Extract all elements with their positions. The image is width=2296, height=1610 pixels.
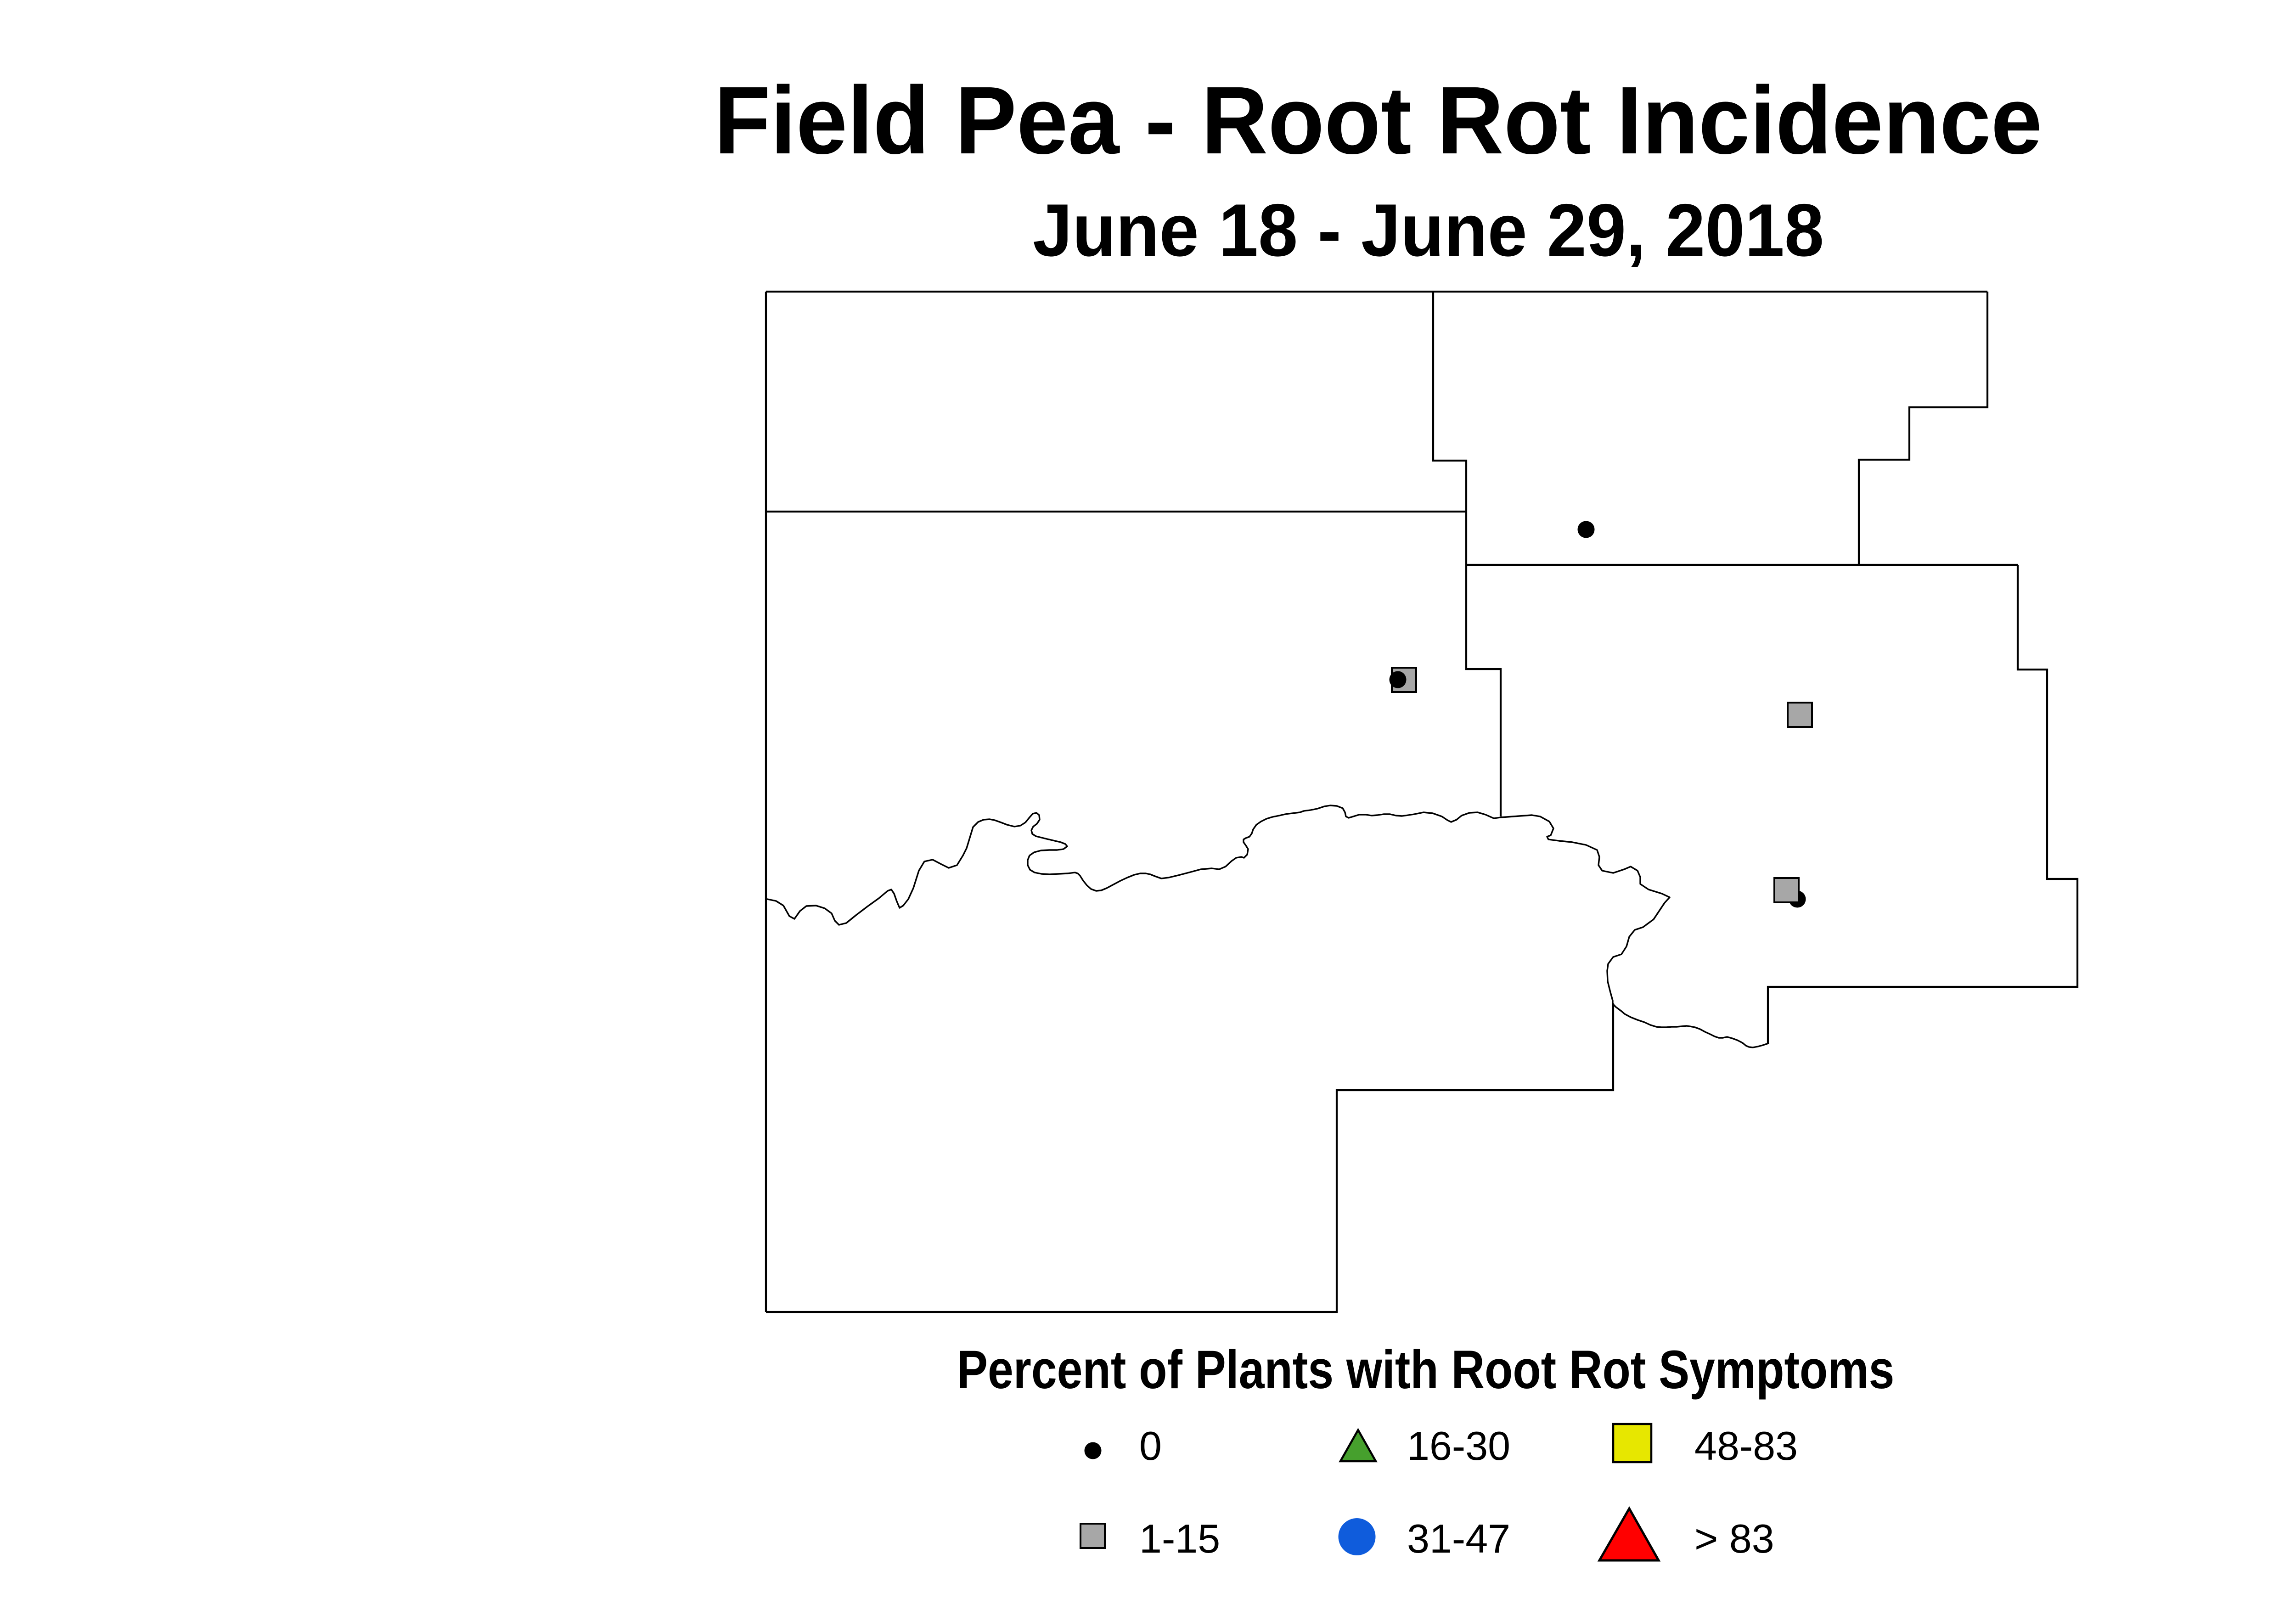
svg-text:> 83: > 83 bbox=[1694, 1516, 1774, 1561]
svg-text:0: 0 bbox=[1139, 1423, 1162, 1469]
svg-text:Percent of Plants with Root Ro: Percent of Plants with Root Rot Symptoms bbox=[957, 1340, 1894, 1400]
svg-text:31-47: 31-47 bbox=[1407, 1516, 1510, 1561]
svg-text:16-30: 16-30 bbox=[1407, 1423, 1510, 1469]
svg-text:48-83: 48-83 bbox=[1694, 1423, 1798, 1469]
svg-text:1-15: 1-15 bbox=[1139, 1516, 1220, 1561]
svg-text:Field Pea - Root Rot Incidence: Field Pea - Root Rot Incidence bbox=[714, 67, 2042, 174]
svg-text:June 18 - June 29, 2018: June 18 - June 29, 2018 bbox=[1033, 188, 1824, 272]
